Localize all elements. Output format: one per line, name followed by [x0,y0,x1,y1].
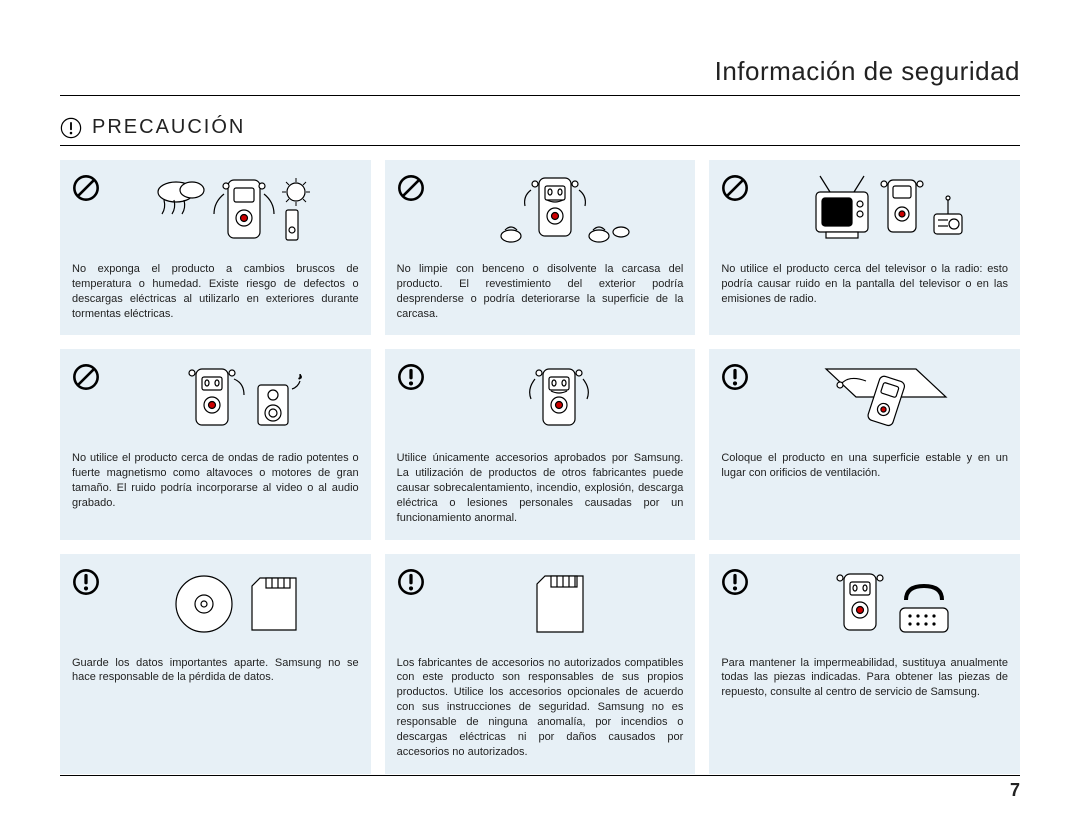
caution-card: ♪ No utilice el producto cerca de ondas … [60,349,371,539]
caution-text: Coloque el producto en una superficie es… [721,451,1008,481]
exclaim-icon [397,359,427,391]
illustration-tv-radio [763,170,1008,250]
caution-text: No utilice el producto cerca de ondas de… [72,451,359,510]
page-number: 7 [60,775,1020,801]
cards-grid: No exponga el producto a cambios bruscos… [60,160,1020,774]
caution-text: No exponga el producto a cambios bruscos… [72,262,359,321]
prohibit-icon [72,359,102,391]
caution-text: Para mantener la impermeabilidad, sustit… [721,656,1008,701]
svg-text:♪: ♪ [298,372,302,381]
caution-text: Utilice únicamente accesorios aprobados … [397,451,684,525]
illustration-surface [763,359,1008,439]
illustration-sdcard [439,564,684,644]
illustration-solvent [439,170,684,250]
caution-card: Utilice únicamente accesorios aprobados … [385,349,696,539]
caution-card: Para mantener la impermeabilidad, sustit… [709,554,1020,774]
illustration-weather [114,170,359,250]
illustration-service-center [763,564,1008,644]
illustration-speaker: ♪ [114,359,359,439]
caution-text: Guarde los datos importantes aparte. Sam… [72,656,359,686]
manual-page: Información de seguridad PRECAUCIÓN [0,0,1080,827]
caution-card: No utilice el producto cerca del televis… [709,160,1020,335]
illustration-data-backup [114,564,359,644]
exclaim-icon [721,564,751,596]
prohibit-icon [72,170,102,202]
caution-text: No utilice el producto cerca del televis… [721,262,1008,307]
caution-card: No exponga el producto a cambios bruscos… [60,160,371,335]
caution-card: Los fabricantes de accesorios no autoriz… [385,554,696,774]
caution-text: Los fabricantes de accesorios no autoriz… [397,656,684,760]
exclaim-icon [72,564,102,596]
caution-card: Coloque el producto en una superficie es… [709,349,1020,539]
exclaim-icon [721,359,751,391]
prohibit-icon [397,170,427,202]
exclaim-icon [397,564,427,596]
page-header: Información de seguridad [60,56,1020,96]
page-title: Información de seguridad [60,56,1020,87]
caution-card: Guarde los datos importantes aparte. Sam… [60,554,371,774]
illustration-accessories [439,359,684,439]
prohibit-icon [721,170,751,202]
section-heading: PRECAUCIÓN [92,116,245,139]
section-heading-row: PRECAUCIÓN [60,116,1020,146]
caution-card: No limpie con benceno o disolvente la ca… [385,160,696,335]
caution-icon [60,117,82,139]
caution-text: No limpie con benceno o disolvente la ca… [397,262,684,321]
